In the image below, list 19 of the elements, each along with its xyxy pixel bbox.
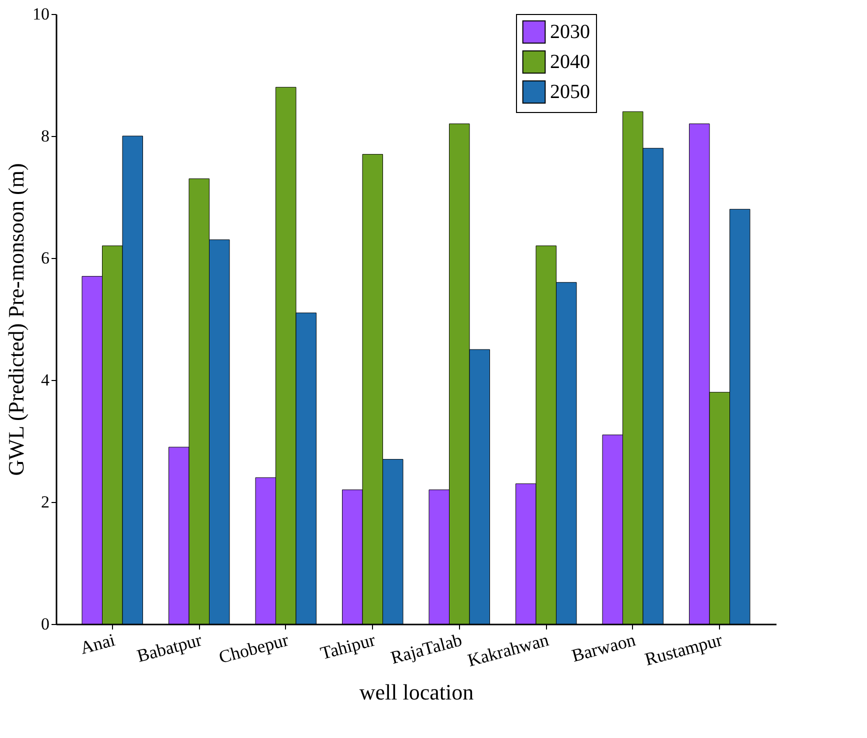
x-tick-label: Tahipur	[318, 630, 378, 664]
legend-label: 2030	[550, 21, 590, 43]
y-tick-label: 2	[41, 492, 50, 512]
x-tick-label: Barwaon	[570, 630, 638, 666]
legend-label: 2050	[550, 81, 590, 103]
y-axis-title: GWL (Predicted) Pre-monsoon (m)	[4, 163, 28, 476]
x-tick-label: Chobepur	[216, 630, 291, 668]
x-tick-label: Anai	[78, 630, 118, 658]
x-tick-label: Kakrahwan	[465, 630, 551, 670]
legend-label: 2040	[550, 51, 590, 73]
x-tick-label: Rustampur	[642, 630, 724, 670]
x-axis-title: well location	[359, 679, 474, 704]
x-tick-label: RajaTalab	[388, 630, 464, 668]
y-tick-label: 10	[32, 4, 50, 24]
y-tick-label: 8	[41, 126, 50, 146]
y-tick-label: 0	[41, 614, 50, 634]
x-tick-label: Babatpur	[134, 630, 204, 666]
y-tick-label: 6	[41, 248, 50, 268]
y-tick-label: 4	[41, 370, 50, 390]
